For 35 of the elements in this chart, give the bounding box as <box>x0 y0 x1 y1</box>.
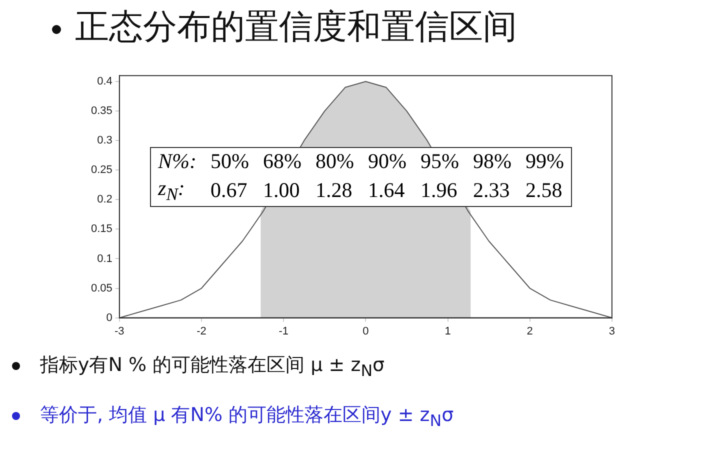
annotation: 2.33 <box>472 177 511 204</box>
annotation: 1.28 <box>314 177 354 204</box>
annotation: 2.58 <box>524 177 564 204</box>
y-tick-label: 0.3 <box>97 134 112 147</box>
y-tick-label: 0.1 <box>97 252 112 265</box>
x-tick-label: -1 <box>278 325 288 338</box>
annotation: 99% <box>524 148 565 175</box>
annotation: 0.67 <box>210 177 248 204</box>
x-tick-label: 1 <box>444 325 451 338</box>
annotation: 1.96 <box>420 177 458 204</box>
y-tick-label: 0.05 <box>90 282 112 294</box>
annotation: 90% <box>367 148 408 175</box>
annotation: 1.00 <box>262 177 301 204</box>
chart-title: 正态分布的置信度和置信区间 <box>75 6 517 49</box>
x-tick-label: -2 <box>196 325 206 338</box>
x-tick-label: 2 <box>526 325 533 338</box>
y-tick-label: 0.2 <box>97 194 112 206</box>
x-tick-label: 0 <box>362 325 369 338</box>
annotation: 95% <box>420 148 460 175</box>
y-tick-label: 0.35 <box>90 105 112 118</box>
x-tick-label: 3 <box>608 325 616 338</box>
y-tick-label: 0 <box>106 312 112 324</box>
annotation: 1.64 <box>367 177 406 204</box>
annotation: 50% <box>210 148 250 175</box>
text: 指标y有N % 的可能性落在区间 μ ± z$_{N}$σ <box>40 353 385 380</box>
annotation: z$_{N}$: <box>156 175 186 206</box>
x-tick-label: -3 <box>114 325 124 338</box>
annotation: 68% <box>262 148 302 175</box>
annotation: 80% <box>314 148 355 175</box>
y-tick-label: 0.4 <box>97 76 112 88</box>
y-tick-label: 0.25 <box>90 164 112 176</box>
y-tick-label: 0.15 <box>90 223 112 236</box>
text: 等价于, 均值 μ 有N% 的可能性落在区间y ± z$_{N}$σ <box>40 403 454 430</box>
annotation: N%: <box>156 148 198 175</box>
annotation: 98% <box>472 148 512 175</box>
